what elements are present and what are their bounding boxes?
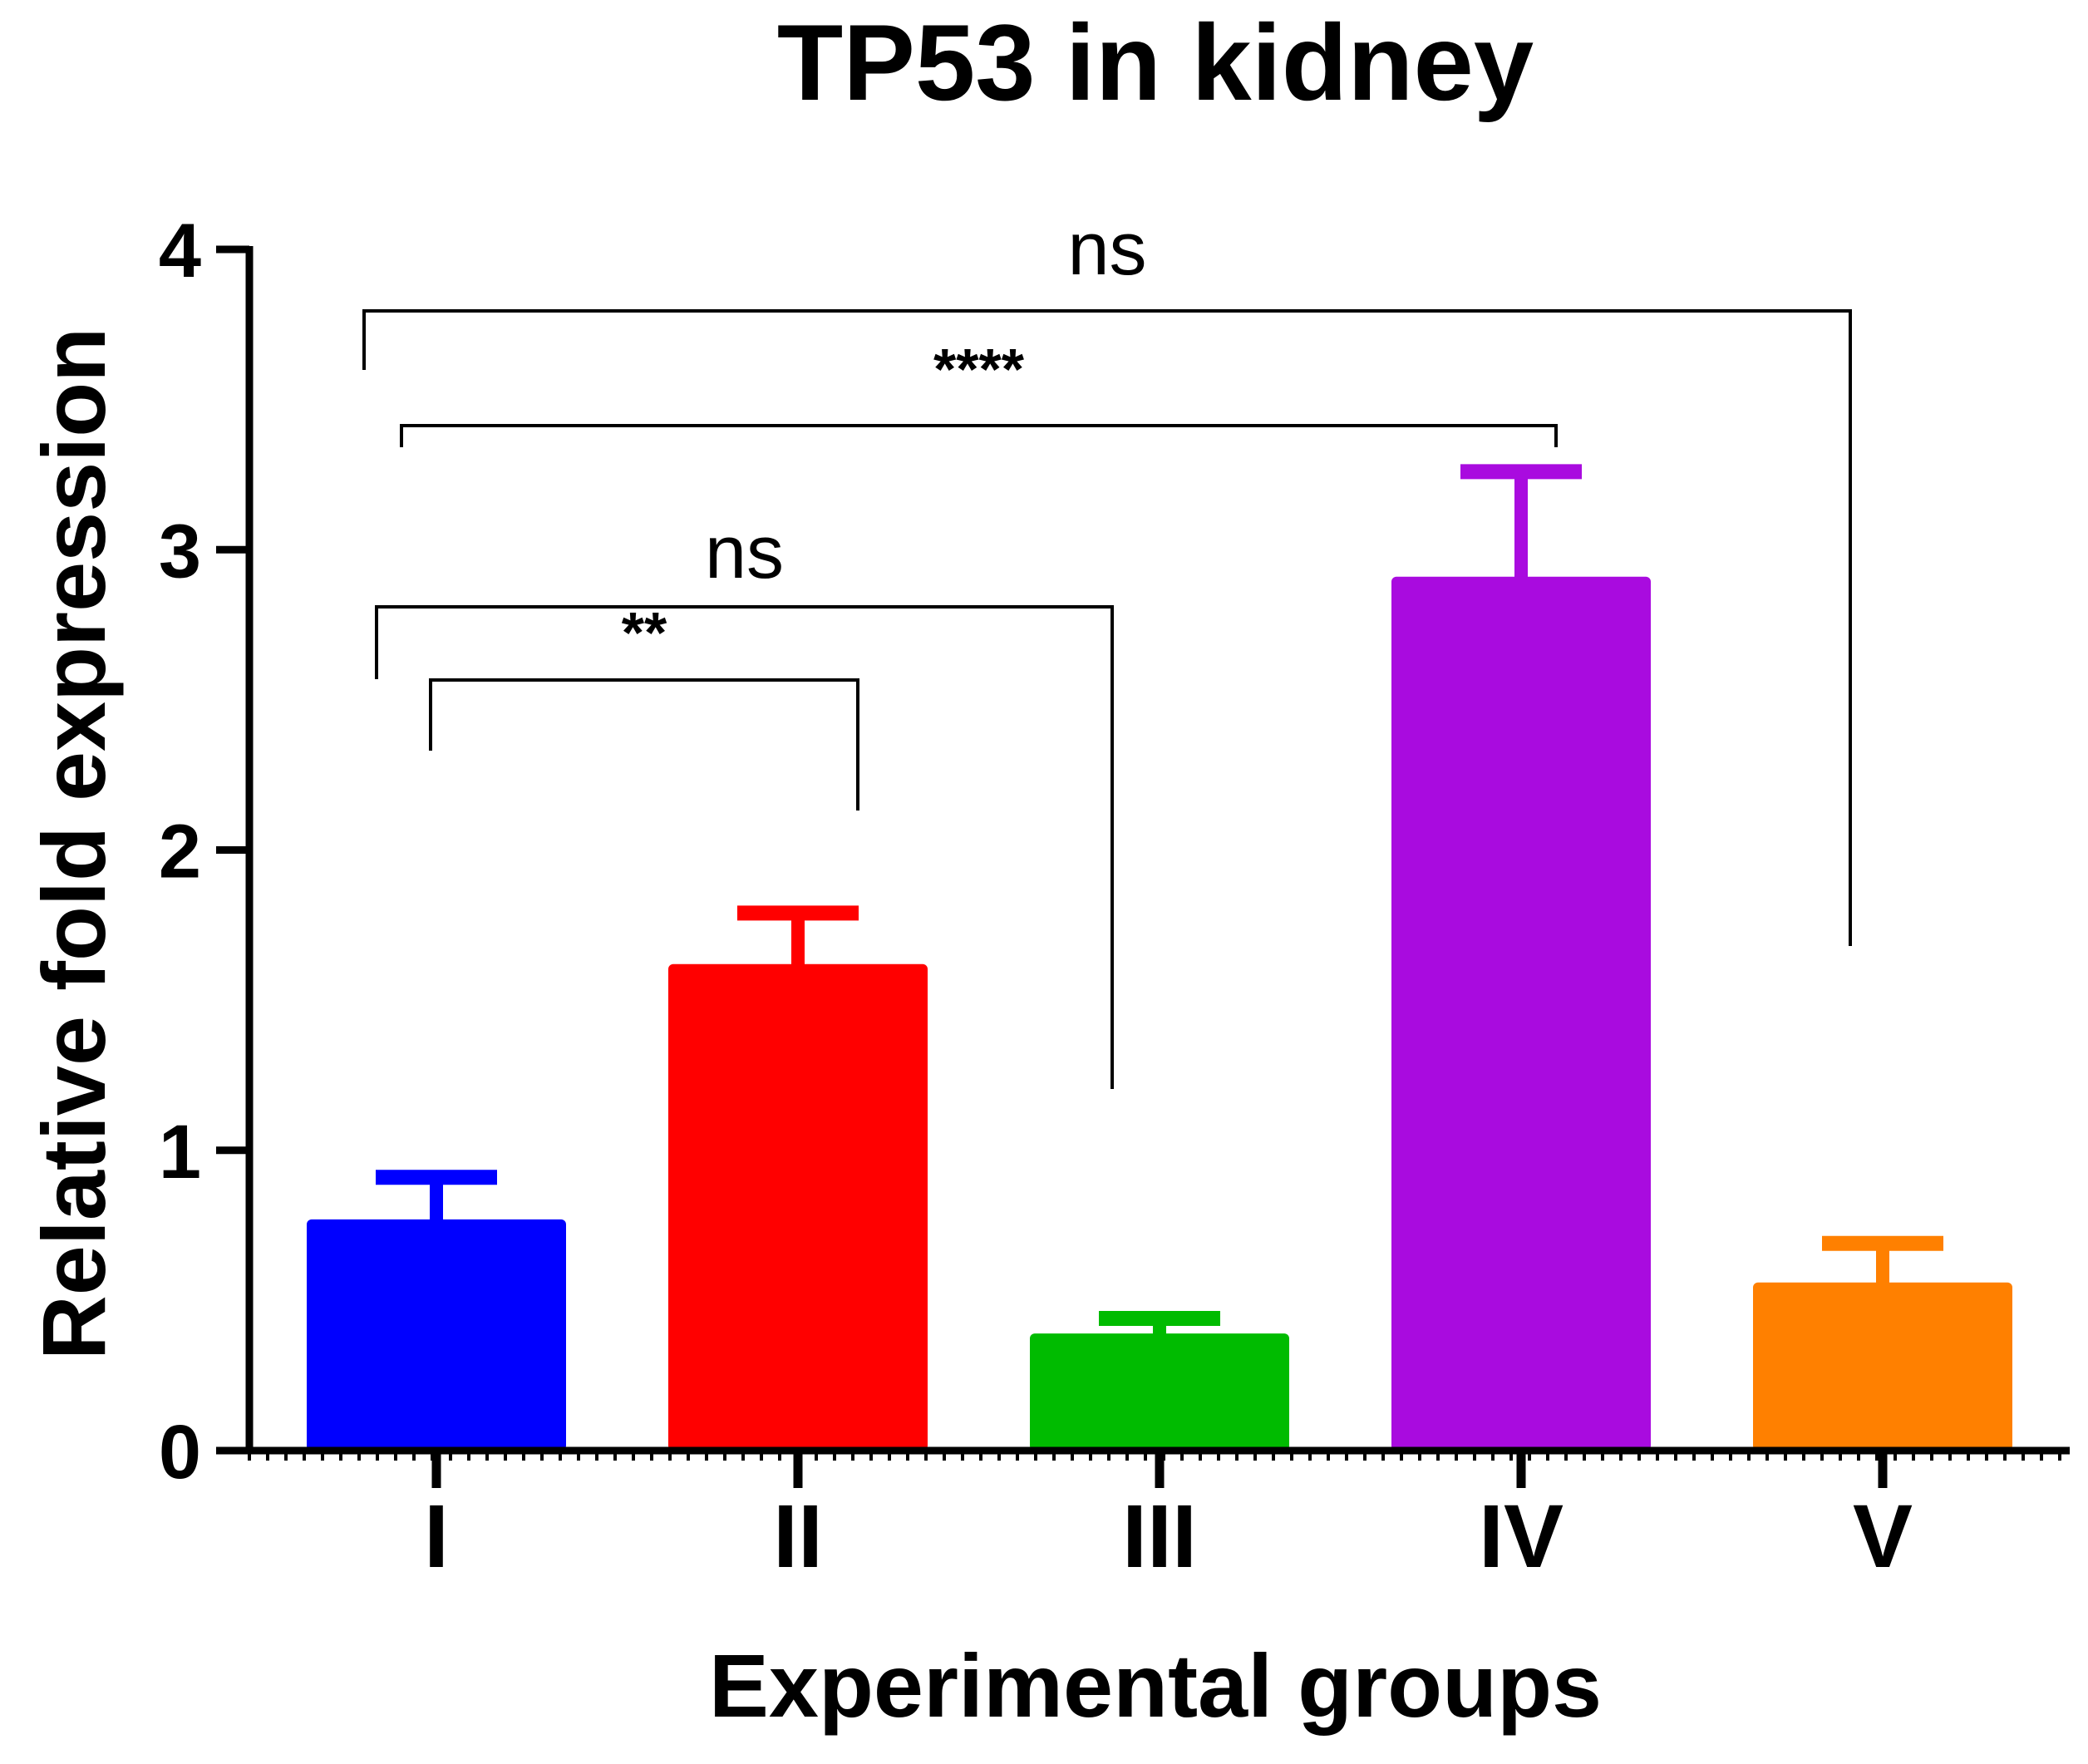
- significance-label: **: [622, 600, 667, 665]
- significance-label: ****: [933, 337, 1025, 402]
- bar-V: [1753, 1282, 2012, 1451]
- significance-brackets: ** ns **** ns: [362, 208, 1852, 1089]
- y-tick-label: 3: [159, 509, 201, 594]
- bar-III: [1030, 1333, 1289, 1451]
- bar-IV: [1391, 576, 1651, 1451]
- x-tick-label: V: [1853, 1486, 1913, 1586]
- bracket-I-III: [375, 605, 1114, 1089]
- error-bars: [376, 464, 1943, 1336]
- y-tick-label: 2: [159, 810, 201, 894]
- significance-label: ns: [705, 511, 784, 594]
- significance-label: ns: [1067, 208, 1146, 291]
- bracket-I-II: [429, 678, 859, 811]
- x-tick-label: IV: [1479, 1486, 1564, 1586]
- bar-II: [668, 963, 928, 1451]
- x-axis-label: Experimental groups: [709, 1635, 1602, 1736]
- x-tick-label: II: [773, 1486, 823, 1586]
- bracket-I-IV: [400, 424, 1558, 447]
- bars: [307, 576, 2012, 1451]
- bar-I: [307, 1219, 566, 1451]
- y-axis-label: Relative fold expression: [23, 328, 124, 1360]
- chart-title: TP53 in kidney: [777, 2, 1534, 123]
- x-tick-label: III: [1122, 1486, 1197, 1586]
- y-tick-label: 1: [159, 1110, 201, 1195]
- bracket-I-V: [362, 309, 1852, 946]
- y-tick-label: 4: [159, 209, 201, 293]
- y-tick-label: 0: [159, 1410, 201, 1495]
- x-tick-label: I: [424, 1486, 449, 1586]
